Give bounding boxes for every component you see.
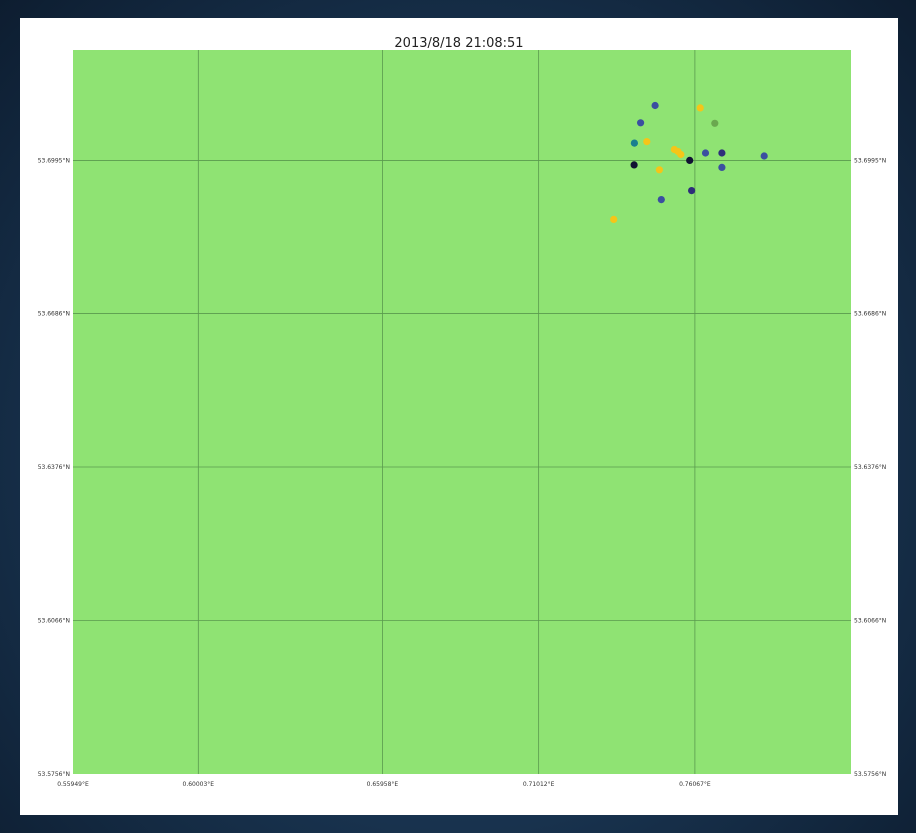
map-figure: 2013/8/18 21:08:51 53.6995°N 53.6995°N 53.… [20,18,898,815]
y-tick-label-left: 53.6995°N [38,157,70,164]
vessel-point [651,101,659,110]
x-tick-label: 0.65958°E [367,781,399,788]
y-tick-label-right: 53.5756°N [854,771,886,778]
vessel-point [711,119,719,127]
y-tick-label-right: 53.6995°N [854,157,886,164]
vessel-point [643,138,651,146]
x-tick-label: 0.71012°E [523,781,555,788]
y-tick-label-left: 53.6066°N [38,617,70,624]
y-tick-label-left: 53.6686°N [38,310,70,317]
vessel-point [630,161,638,169]
vessel-point [657,196,665,204]
vessel-point [760,152,768,160]
vessel-point [696,104,704,112]
map-land [73,50,851,774]
vessel-point [686,156,694,164]
vessel-point [688,187,696,195]
vessel-point [610,215,618,223]
vessel-points [610,101,768,223]
x-tick-label: 0.55949°E [57,781,89,788]
vessel-point [655,166,664,174]
vessel-point [718,149,726,157]
vessel-point [677,150,685,159]
vessel-point [701,149,710,157]
vessel-point [630,139,639,147]
y-tick-label-right: 53.6066°N [854,617,886,624]
x-tick-label: 0.76067°E [679,781,711,788]
grid-lines [73,50,851,774]
vessel-point [718,163,726,171]
vessel-point [637,119,645,127]
y-tick-label-left: 53.5756°N [38,771,70,778]
x-tick-label: 0.60003°E [183,781,215,788]
tick-labels: 53.6995°N 53.6995°N 53.6686°N 53.6686°N 53.6… [38,157,887,788]
y-tick-label-left: 53.6376°N [38,464,70,471]
map-title: 2013/8/18 21:08:51 [394,36,524,51]
y-tick-label-right: 53.6376°N [854,464,886,471]
y-tick-label-right: 53.6686°N [854,310,886,317]
map-canvas: 53.6995°N 53.6995°N 53.6686°N 53.6686°N 53.6… [38,50,887,788]
